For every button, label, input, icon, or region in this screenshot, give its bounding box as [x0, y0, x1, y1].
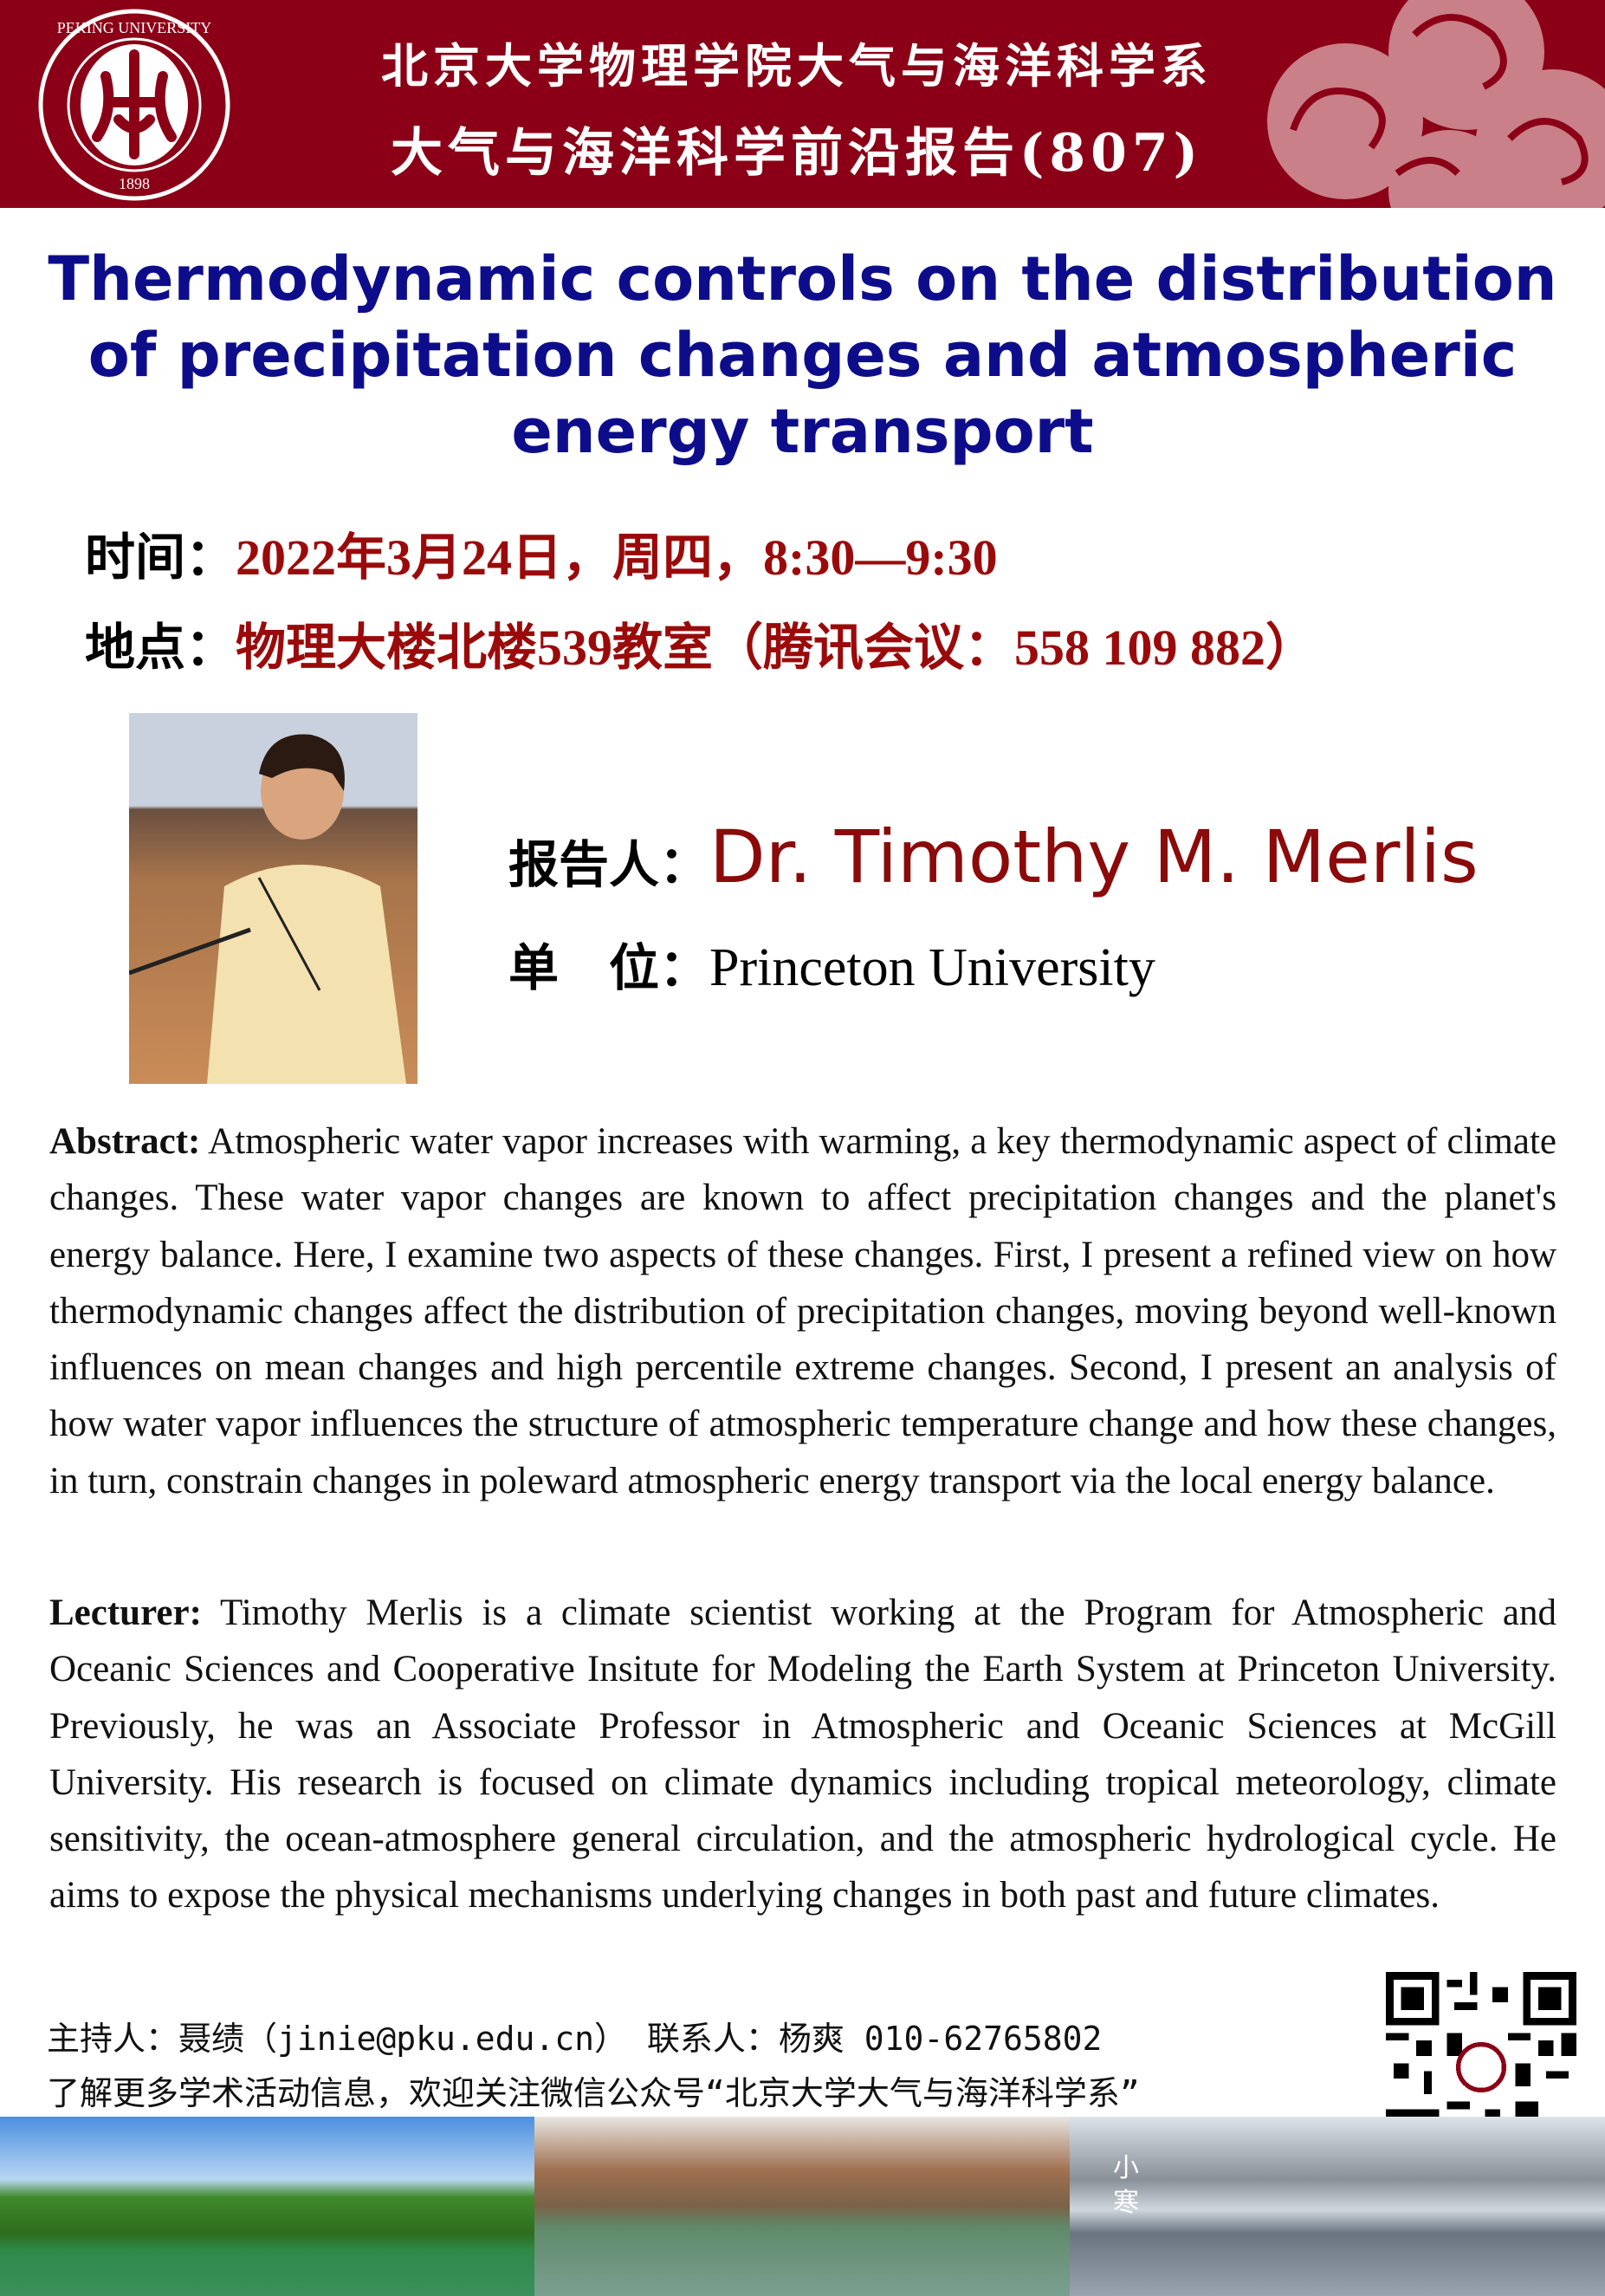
affiliation-row: 单 位：Princeton University: [508, 927, 1155, 1000]
location-row: 地点：物理大楼北楼539教室（腾讯会议：558 109 882）: [85, 606, 1316, 679]
department-title: 北京大学物理学院大气与海洋科学系: [381, 38, 1213, 94]
affiliation-label: 单 位：: [508, 938, 710, 997]
host-contact-line: 主持人：聂绩（jinie@pku.edu.cn） 联系人：杨爽 010-6276…: [47, 2020, 1103, 2058]
time-value: 2022年3月24日，周四，8:30—9:30: [236, 529, 998, 586]
abstract-text: Atmospheric water vapor increases with w…: [49, 1121, 1556, 1501]
location-label: 地点：: [85, 618, 236, 677]
lecturer-paragraph: Lecturer: Timothy Merlis is a climate sc…: [49, 1585, 1556, 1924]
series-title: 大气与海洋科学前沿报告(807): [390, 123, 1204, 184]
speaker-row: 报告人：Dr. Timothy M. Merlis: [508, 814, 1479, 899]
location-value: 物理大楼北楼539教室（腾讯会议：558 109 882）: [236, 619, 1317, 676]
lecturer-text: Timothy Merlis is a climate scientist wo…: [49, 1592, 1556, 1917]
abstract-label: Abstract:: [49, 1121, 201, 1162]
speaker-label: 报告人：: [508, 835, 710, 894]
campus-photo-autumn: [534, 2117, 1070, 2296]
affiliation-value: Princeton University: [709, 938, 1155, 997]
talk-title: Thermodynamic controls on the distributi…: [48, 243, 1557, 467]
season-label: 小寒: [1113, 2153, 1139, 2218]
lecturer-label: Lecturer:: [49, 1592, 202, 1633]
speaker-photo: [129, 713, 417, 1084]
wechat-follow-line: 了解更多学术活动信息，欢迎关注微信公众号“北京大学大气与海洋科学系”: [47, 2074, 1140, 2112]
abstract-paragraph: Abstract: Atmospheric water vapor increa…: [49, 1113, 1556, 1509]
campus-photo-strip: 小寒: [0, 2117, 1605, 2296]
campus-photo-summer: [0, 2117, 534, 2296]
time-row: 时间：2022年3月24日，周四，8:30—9:30: [85, 516, 998, 589]
svg-text:1898: 1898: [119, 175, 150, 192]
campus-photo-winter: 小寒: [1070, 2117, 1605, 2296]
header-banner: PEKING UNIVERSITY 1898 北京大学物理学院大气与海洋科学系 …: [0, 0, 1605, 208]
speaker-name: Dr. Timothy M. Merlis: [709, 814, 1479, 899]
cloud-pattern-decoration: [1267, 0, 1605, 208]
peking-university-logo: PEKING UNIVERSITY 1898: [38, 9, 230, 201]
svg-text:PEKING UNIVERSITY: PEKING UNIVERSITY: [57, 19, 212, 36]
time-label: 时间：: [85, 528, 236, 587]
